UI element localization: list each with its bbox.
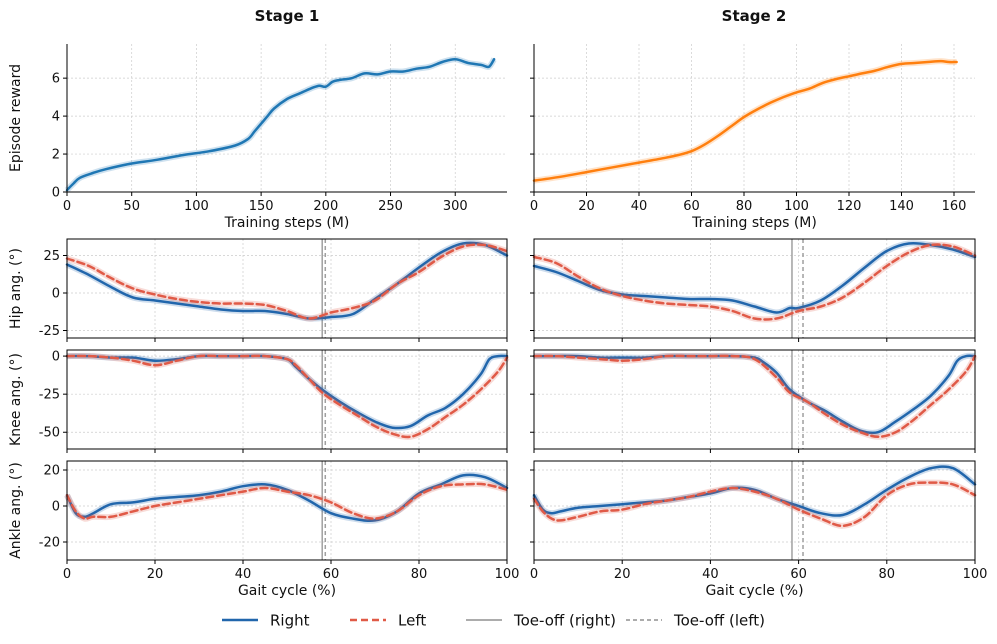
x-tick-label: 20 xyxy=(147,567,164,582)
axes-frame xyxy=(66,349,508,450)
x-tick-label: 40 xyxy=(235,567,252,582)
ankle-stage1-panel: 0 20 40 60 80 100 -20 0 20 Gait cycle (%) Ankle an… xyxy=(8,460,520,599)
x-axis-label: Gait cycle (%) xyxy=(705,583,803,599)
x-tick-label: 100 xyxy=(784,199,809,214)
x-tick-label: 20 xyxy=(614,567,631,582)
right-series-line xyxy=(532,241,977,314)
knee-stage1-panel: -50 -25 0 Knee ang. (°) xyxy=(8,349,510,453)
legend-item-toeoff-right: Toe-off (right) xyxy=(466,612,616,630)
reward-stage2-panel: 0 20 40 60 80 100 120 140 160 Training steps (M) xyxy=(530,44,975,231)
right-series-line xyxy=(65,473,509,523)
x-tick-label: 160 xyxy=(942,199,967,214)
reward-series-line-band xyxy=(533,58,957,184)
x-tick-label: 140 xyxy=(889,199,914,214)
legend-label: Toe-off (right) xyxy=(513,612,616,630)
x-tick-label: 150 xyxy=(249,199,274,214)
legend: Right Left Toe-off (right) Toe-off (left) xyxy=(222,612,765,630)
x-tick-label: 100 xyxy=(495,567,520,582)
reward-series-line xyxy=(65,57,496,192)
x-tick-label: 0 xyxy=(63,199,71,214)
right-series-line xyxy=(532,354,977,435)
x-tick-label: 60 xyxy=(323,567,340,582)
y-tick-label: 6 xyxy=(52,72,60,87)
x-tick-label: 120 xyxy=(837,199,862,214)
y-tick-label: 2 xyxy=(52,148,60,163)
y-tick-label: -50 xyxy=(39,426,60,441)
left-series-line xyxy=(65,243,509,320)
hip-stage2-panel xyxy=(530,238,977,342)
x-tick-label: 200 xyxy=(313,199,338,214)
y-tick-label: 0 xyxy=(52,186,60,201)
axes-frame xyxy=(66,460,508,561)
y-tick-label: 0 xyxy=(52,350,60,365)
x-tick-label: 20 xyxy=(578,199,595,214)
legend-label: Toe-off (left) xyxy=(673,612,765,630)
legend-label: Left xyxy=(398,612,426,630)
axes-frame xyxy=(533,238,976,339)
x-tick-label: 80 xyxy=(736,199,753,214)
x-tick-label: 0 xyxy=(530,199,538,214)
y-axis-label: Episode reward xyxy=(8,64,24,172)
x-tick-label: 100 xyxy=(184,199,209,214)
left-series-line xyxy=(65,354,509,439)
left-series-line xyxy=(532,354,977,439)
y-tick-label: 25 xyxy=(43,249,60,264)
y-axis-label: Ankle ang. (°) xyxy=(8,462,24,559)
axes-frame xyxy=(533,349,976,450)
axes-frame xyxy=(66,238,508,339)
stage2-title: Stage 2 xyxy=(722,7,787,25)
x-tick-label: 0 xyxy=(63,567,71,582)
x-axis-label: Training steps (M) xyxy=(224,215,350,231)
x-axis-label: Gait cycle (%) xyxy=(238,583,336,599)
left-series-line xyxy=(65,482,509,521)
knee-stage2-panel xyxy=(530,349,978,453)
reward-series-line-band xyxy=(64,56,497,193)
x-tick-label: 60 xyxy=(683,199,700,214)
x-tick-label: 100 xyxy=(963,567,988,582)
y-tick-label: 4 xyxy=(52,110,60,125)
x-tick-label: 80 xyxy=(411,567,428,582)
x-tick-label: 80 xyxy=(879,567,896,582)
stage1-title: Stage 1 xyxy=(255,7,320,25)
legend-label: Right xyxy=(270,612,310,630)
legend-item-right: Right xyxy=(222,612,310,630)
x-axis-label: Training steps (M) xyxy=(691,215,817,231)
y-axis-label: Hip ang. (°) xyxy=(8,248,24,329)
legend-item-toeoff-left: Toe-off (left) xyxy=(626,612,765,630)
reward-stage1-panel: 0 50 100 150 200 250 300 0 2 4 6 Training steps (M)… xyxy=(8,44,507,231)
y-tick-label: 0 xyxy=(52,500,60,515)
ankle-stage2-panel: 0 20 40 60 80 100 Gait cycle (%) xyxy=(530,460,988,599)
left-series-line-band xyxy=(66,352,510,440)
right-series-line xyxy=(65,241,509,320)
left-series-line xyxy=(532,481,977,528)
reward-series-line xyxy=(532,59,958,182)
legend-item-left: Left xyxy=(350,612,426,630)
x-tick-label: 40 xyxy=(702,567,719,582)
y-tick-label: -25 xyxy=(39,388,60,403)
x-tick-label: 50 xyxy=(123,199,140,214)
x-tick-label: 250 xyxy=(378,199,403,214)
left-series-line xyxy=(532,243,977,321)
x-tick-label: 40 xyxy=(631,199,648,214)
axes-frame xyxy=(533,460,976,561)
hip-stage1-panel: -25 0 25 Hip ang. (°) xyxy=(8,238,509,342)
x-tick-label: 0 xyxy=(530,567,538,582)
y-tick-label: 20 xyxy=(43,464,60,479)
x-tick-label: 300 xyxy=(443,199,468,214)
y-tick-label: -20 xyxy=(39,536,60,551)
y-tick-label: 0 xyxy=(52,287,60,302)
x-tick-label: 60 xyxy=(790,567,807,582)
y-axis-label: Knee ang. (°) xyxy=(8,353,24,446)
y-tick-label: -25 xyxy=(39,324,60,339)
